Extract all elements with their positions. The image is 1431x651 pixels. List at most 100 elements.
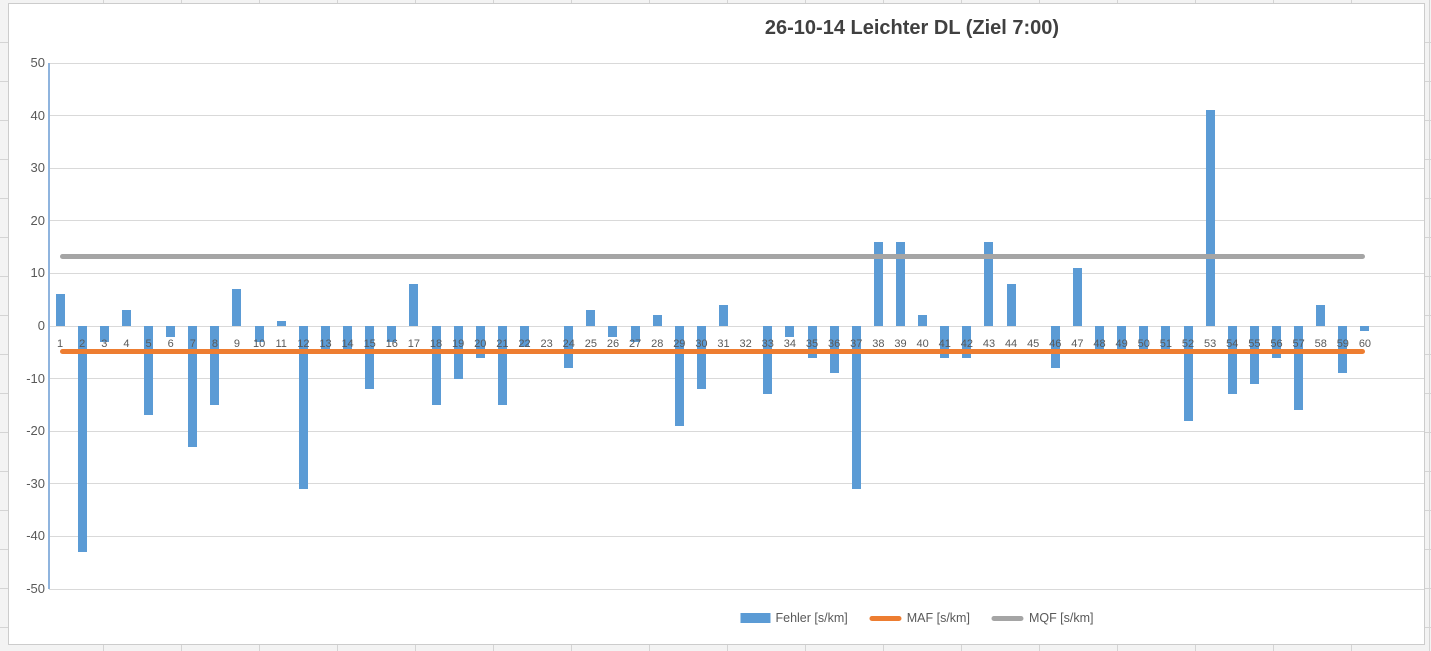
x-axis-label: 54 (1226, 338, 1239, 350)
x-axis-label: 19 (452, 338, 465, 350)
y-axis-label: -50 (26, 581, 45, 596)
plot-gridline (49, 325, 1424, 327)
mqf-legend-swatch (991, 615, 1024, 621)
bar-fehler (586, 310, 596, 326)
x-axis-label: 50 (1137, 338, 1150, 350)
x-axis-label: 48 (1093, 338, 1106, 350)
legend-item-fehler[interactable]: Fehler [s/km] (740, 611, 848, 625)
x-axis-label: 13 (319, 338, 332, 350)
x-axis-label: 8 (211, 338, 218, 350)
bar-fehler (1072, 268, 1082, 326)
bar-fehler (1249, 326, 1259, 384)
bar-fehler (1050, 326, 1060, 369)
x-axis-label: 9 (233, 338, 241, 350)
x-axis-label: 4 (123, 338, 130, 350)
bar-fehler (652, 315, 662, 326)
bar-fehler (365, 326, 375, 390)
plot-gridline (49, 167, 1424, 169)
series-line-mqf (60, 253, 1365, 259)
x-axis-label: 36 (828, 338, 841, 350)
legend-label-maf: MAF [s/km] (906, 611, 970, 625)
x-axis-label: 33 (761, 338, 774, 350)
bar-fehler (475, 326, 485, 358)
x-axis-label: 27 (628, 338, 642, 350)
series-line-maf (60, 349, 1365, 355)
bar-fehler (1294, 326, 1304, 411)
fehler-legend-swatch (740, 613, 771, 623)
bar-fehler (873, 241, 883, 326)
bar-fehler (298, 326, 308, 490)
bar-fehler (232, 289, 242, 326)
bar-fehler (1271, 326, 1281, 358)
bar-fehler (343, 326, 353, 353)
bar-fehler (387, 326, 397, 342)
x-axis-label: 2 (79, 338, 86, 350)
bar-fehler (210, 326, 220, 405)
x-axis-label: 35 (805, 338, 819, 350)
x-axis-label: 22 (518, 338, 531, 350)
y-axis-line (48, 63, 50, 589)
x-axis-label: 14 (341, 338, 354, 350)
bar-fehler (1316, 304, 1326, 326)
bar-fehler (984, 241, 994, 326)
x-axis-label: 46 (1049, 338, 1062, 350)
bar-fehler (1161, 326, 1171, 353)
x-axis-label: 18 (429, 338, 443, 350)
bar-fehler (763, 326, 773, 395)
bar-fehler (99, 326, 109, 342)
x-axis-label: 26 (606, 338, 620, 350)
x-axis-label: 38 (872, 338, 885, 350)
x-axis-label: 58 (1314, 338, 1327, 350)
x-axis-label: 43 (982, 338, 996, 350)
plot-gridline (49, 220, 1424, 222)
bar-fehler (895, 241, 905, 326)
y-axis-label: -20 (26, 423, 45, 439)
legend-label-fehler: Fehler [s/km] (775, 611, 848, 625)
chart-title: 26-10-14 Leichter DL (Ziel 7:00) (764, 17, 1060, 39)
x-axis-label: 20 (474, 338, 487, 350)
x-axis-label: 32 (739, 338, 752, 350)
x-axis-label: 53 (1204, 338, 1217, 350)
plot-gridline (49, 430, 1424, 432)
bar-fehler (608, 326, 618, 337)
bar-fehler (431, 326, 441, 405)
legend-item-mqf[interactable]: MQF [s/km] (991, 611, 1094, 625)
bar-fehler (1360, 326, 1370, 332)
bar-fehler (55, 294, 65, 326)
y-axis-label: 50 (30, 55, 45, 70)
plot-gridline (49, 588, 1424, 590)
x-axis-label: 23 (540, 338, 553, 350)
chart-area[interactable]: 26-10-14 Leichter DL (Ziel 7:00) Fehler … (8, 3, 1425, 645)
x-axis-label: 21 (496, 338, 509, 350)
x-axis-label: 37 (850, 338, 863, 350)
bar-fehler (940, 326, 950, 358)
x-axis-label: 45 (1027, 338, 1040, 350)
bar-fehler (188, 326, 198, 447)
bar-fehler (1139, 326, 1149, 353)
y-axis-label: -10 (26, 370, 45, 386)
x-axis-label: 12 (297, 338, 310, 350)
bar-fehler (1006, 283, 1016, 326)
plot-gridline (49, 272, 1424, 274)
bar-fehler (320, 326, 330, 353)
x-axis-label: 11 (275, 338, 287, 350)
bar-fehler (1117, 326, 1127, 353)
x-axis-label: 24 (562, 338, 575, 350)
bar-fehler (121, 310, 131, 326)
bar-fehler (918, 315, 928, 326)
bar-fehler (166, 326, 176, 337)
y-axis-label: -30 (26, 475, 45, 491)
bar-fehler (674, 326, 684, 426)
x-axis-label: 56 (1270, 338, 1283, 350)
x-axis-label: 15 (363, 338, 376, 350)
bar-fehler (276, 320, 286, 326)
legend-item-maf[interactable]: MAF [s/km] (869, 611, 970, 625)
x-axis-label: 30 (695, 338, 708, 350)
bar-fehler (144, 326, 154, 416)
bar-fehler (1183, 326, 1193, 421)
plot-gridline (49, 62, 1424, 64)
x-axis-label: 47 (1071, 338, 1084, 350)
plot-gridline (49, 378, 1424, 380)
x-axis-label: 44 (1004, 338, 1018, 350)
x-axis-label: 3 (101, 338, 108, 350)
